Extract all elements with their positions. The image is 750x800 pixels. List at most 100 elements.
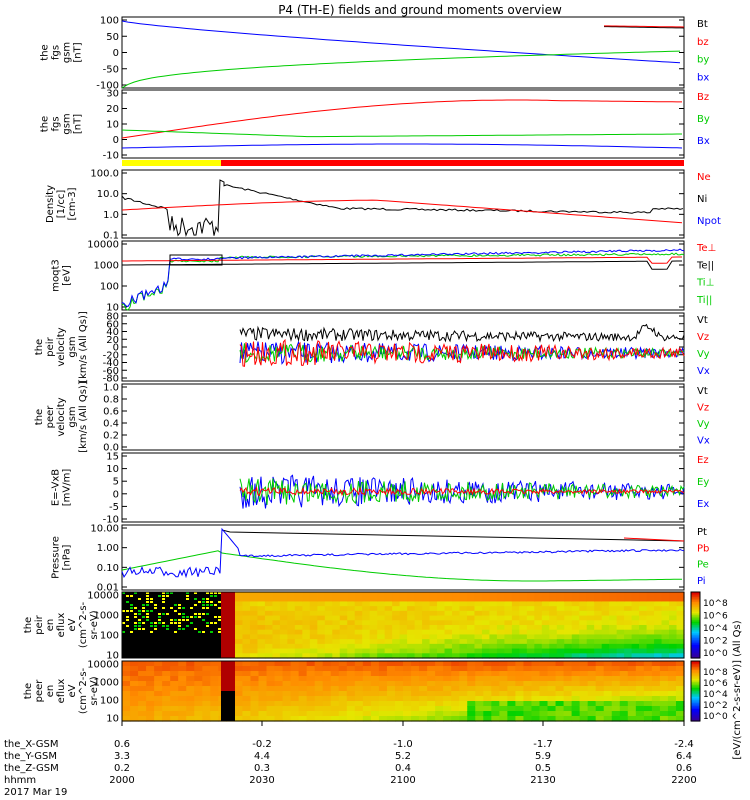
spec-cell	[571, 648, 580, 654]
y-tick-label: -40	[103, 358, 119, 369]
spec-cell	[429, 601, 438, 607]
spec-cell	[287, 601, 296, 607]
spec-cell	[170, 666, 179, 672]
spec-cell	[422, 629, 431, 636]
spec-cell	[474, 648, 483, 654]
y-tick-label: -100	[96, 81, 119, 92]
spec-cell	[122, 711, 131, 717]
spec-cell	[611, 716, 621, 722]
spec-cell	[218, 601, 221, 603]
legend-Ex: Ex	[697, 499, 709, 510]
spec-cell	[437, 592, 446, 598]
spec-cell	[332, 606, 341, 612]
spec-cell	[651, 676, 661, 682]
spec-cell	[354, 701, 364, 707]
spec-cell	[499, 676, 508, 682]
spec-cell	[541, 592, 550, 598]
spec-cell	[274, 711, 284, 717]
colorbar-cell	[691, 709, 700, 712]
spec-cell	[635, 691, 645, 697]
spec-cell	[210, 604, 213, 606]
y-tick-label: 1.0	[103, 383, 119, 394]
colorbar-cell	[691, 610, 700, 613]
spec-cell	[338, 696, 348, 702]
spec-cell	[347, 615, 356, 621]
spec-cell	[272, 648, 281, 654]
spec-cell	[392, 596, 401, 603]
spec-cell	[202, 631, 205, 633]
spec-cell	[249, 592, 259, 598]
colorbar-cell	[691, 679, 700, 682]
spec-cell	[515, 706, 525, 712]
spec-cell	[294, 639, 303, 645]
spec-cell	[170, 681, 179, 687]
y-tick-label: -20	[103, 350, 119, 361]
spec-cell	[298, 706, 308, 712]
spec-cell	[384, 653, 393, 659]
series-Pi	[121, 527, 685, 579]
spec-cell	[257, 606, 266, 612]
spec-cell	[257, 639, 266, 645]
spec-cell	[202, 619, 205, 621]
spec-cell	[511, 643, 520, 650]
spec-cell	[257, 610, 266, 617]
spec-cell	[611, 676, 621, 682]
spec-cell	[154, 622, 157, 624]
spec-cell	[489, 596, 498, 603]
spec-cell	[654, 610, 663, 617]
spec-cell	[675, 706, 685, 712]
spec-cell	[234, 686, 244, 692]
spec-cell	[483, 701, 492, 707]
spec-cell	[264, 634, 274, 640]
spec-cell	[459, 592, 468, 598]
spec-cell	[332, 610, 341, 617]
spec-cell	[639, 629, 648, 636]
spec-cell	[386, 681, 396, 687]
spec-cell	[354, 666, 364, 672]
colorbar-cell	[691, 691, 700, 694]
spec-cell	[264, 601, 274, 607]
spec-cell	[519, 606, 528, 612]
spec-cell	[206, 622, 209, 624]
spec-cell	[452, 653, 461, 659]
spec-cell	[257, 629, 266, 636]
spec-cell	[489, 615, 498, 621]
y-tick-label: 5	[113, 477, 119, 488]
y-axis-label: velocity	[56, 397, 67, 436]
spec-cell	[541, 643, 550, 650]
spec-cell	[314, 691, 324, 697]
spec-cell	[138, 701, 147, 707]
spec-cell	[377, 620, 386, 626]
spec-cell	[294, 620, 303, 626]
spec-cell	[290, 706, 300, 712]
spec-cell	[507, 681, 516, 687]
spec-cell	[635, 706, 645, 712]
spec-cell	[481, 653, 491, 659]
spec-cell	[186, 666, 195, 672]
spec-gap	[221, 592, 235, 658]
spec-cell	[427, 661, 436, 667]
spec-cell	[451, 711, 460, 717]
spec-cell	[609, 606, 618, 612]
spec-cell	[422, 610, 431, 617]
spec-cell	[483, 696, 492, 702]
spec-cell	[146, 661, 155, 667]
spec-cell	[330, 686, 340, 692]
spec-cell	[534, 601, 543, 607]
spec-cell	[234, 661, 244, 667]
y-tick-label: 0.0	[103, 443, 119, 454]
spec-cell	[429, 643, 438, 650]
colorbar-cell	[691, 661, 700, 664]
spec-cell	[499, 691, 508, 697]
spec-cell	[324, 625, 333, 631]
spec-cell	[330, 681, 340, 687]
spec-cell	[639, 620, 648, 626]
spec-cell	[362, 696, 372, 702]
spec-cell	[138, 696, 147, 702]
spec-cell	[298, 691, 308, 697]
spec-cell	[676, 629, 685, 636]
spec-cell	[287, 615, 296, 621]
spec-cell	[437, 648, 446, 654]
spec-cell	[210, 661, 219, 667]
spec-cell	[309, 634, 318, 640]
